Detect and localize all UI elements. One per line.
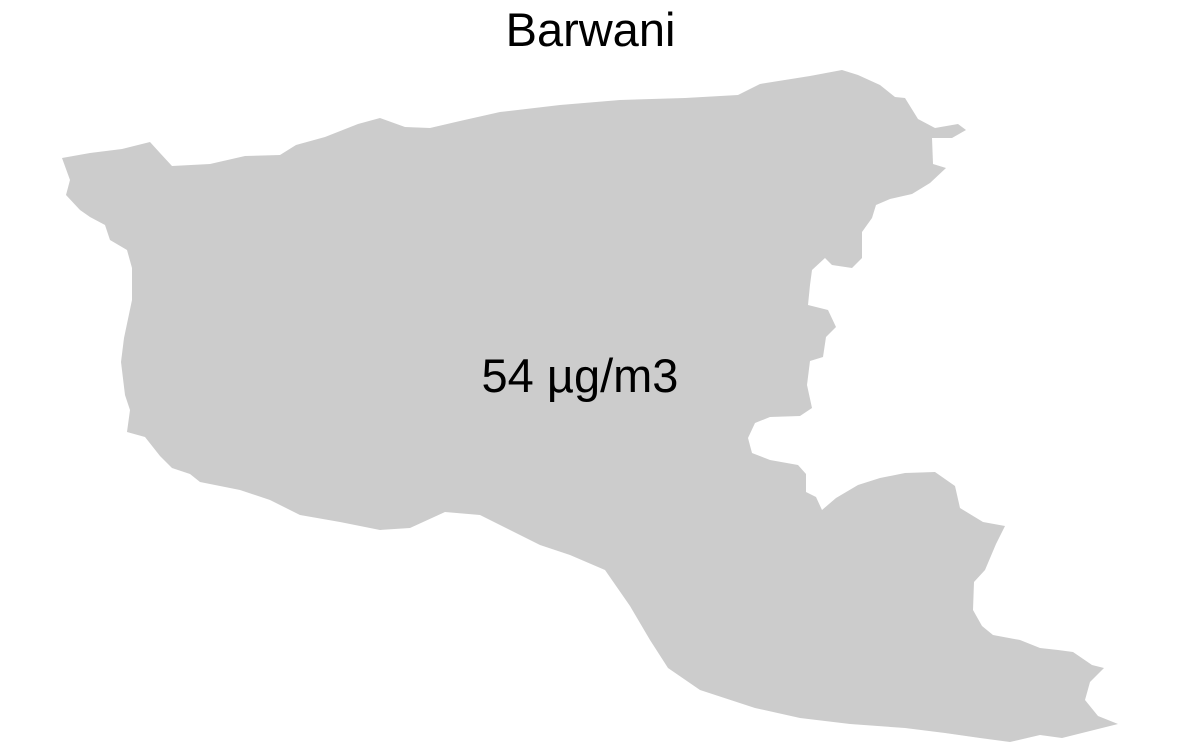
pollution-value-label: 54 µg/m3: [481, 349, 679, 402]
map-title: Barwani: [505, 3, 676, 56]
district-region-shape: [62, 70, 1118, 742]
